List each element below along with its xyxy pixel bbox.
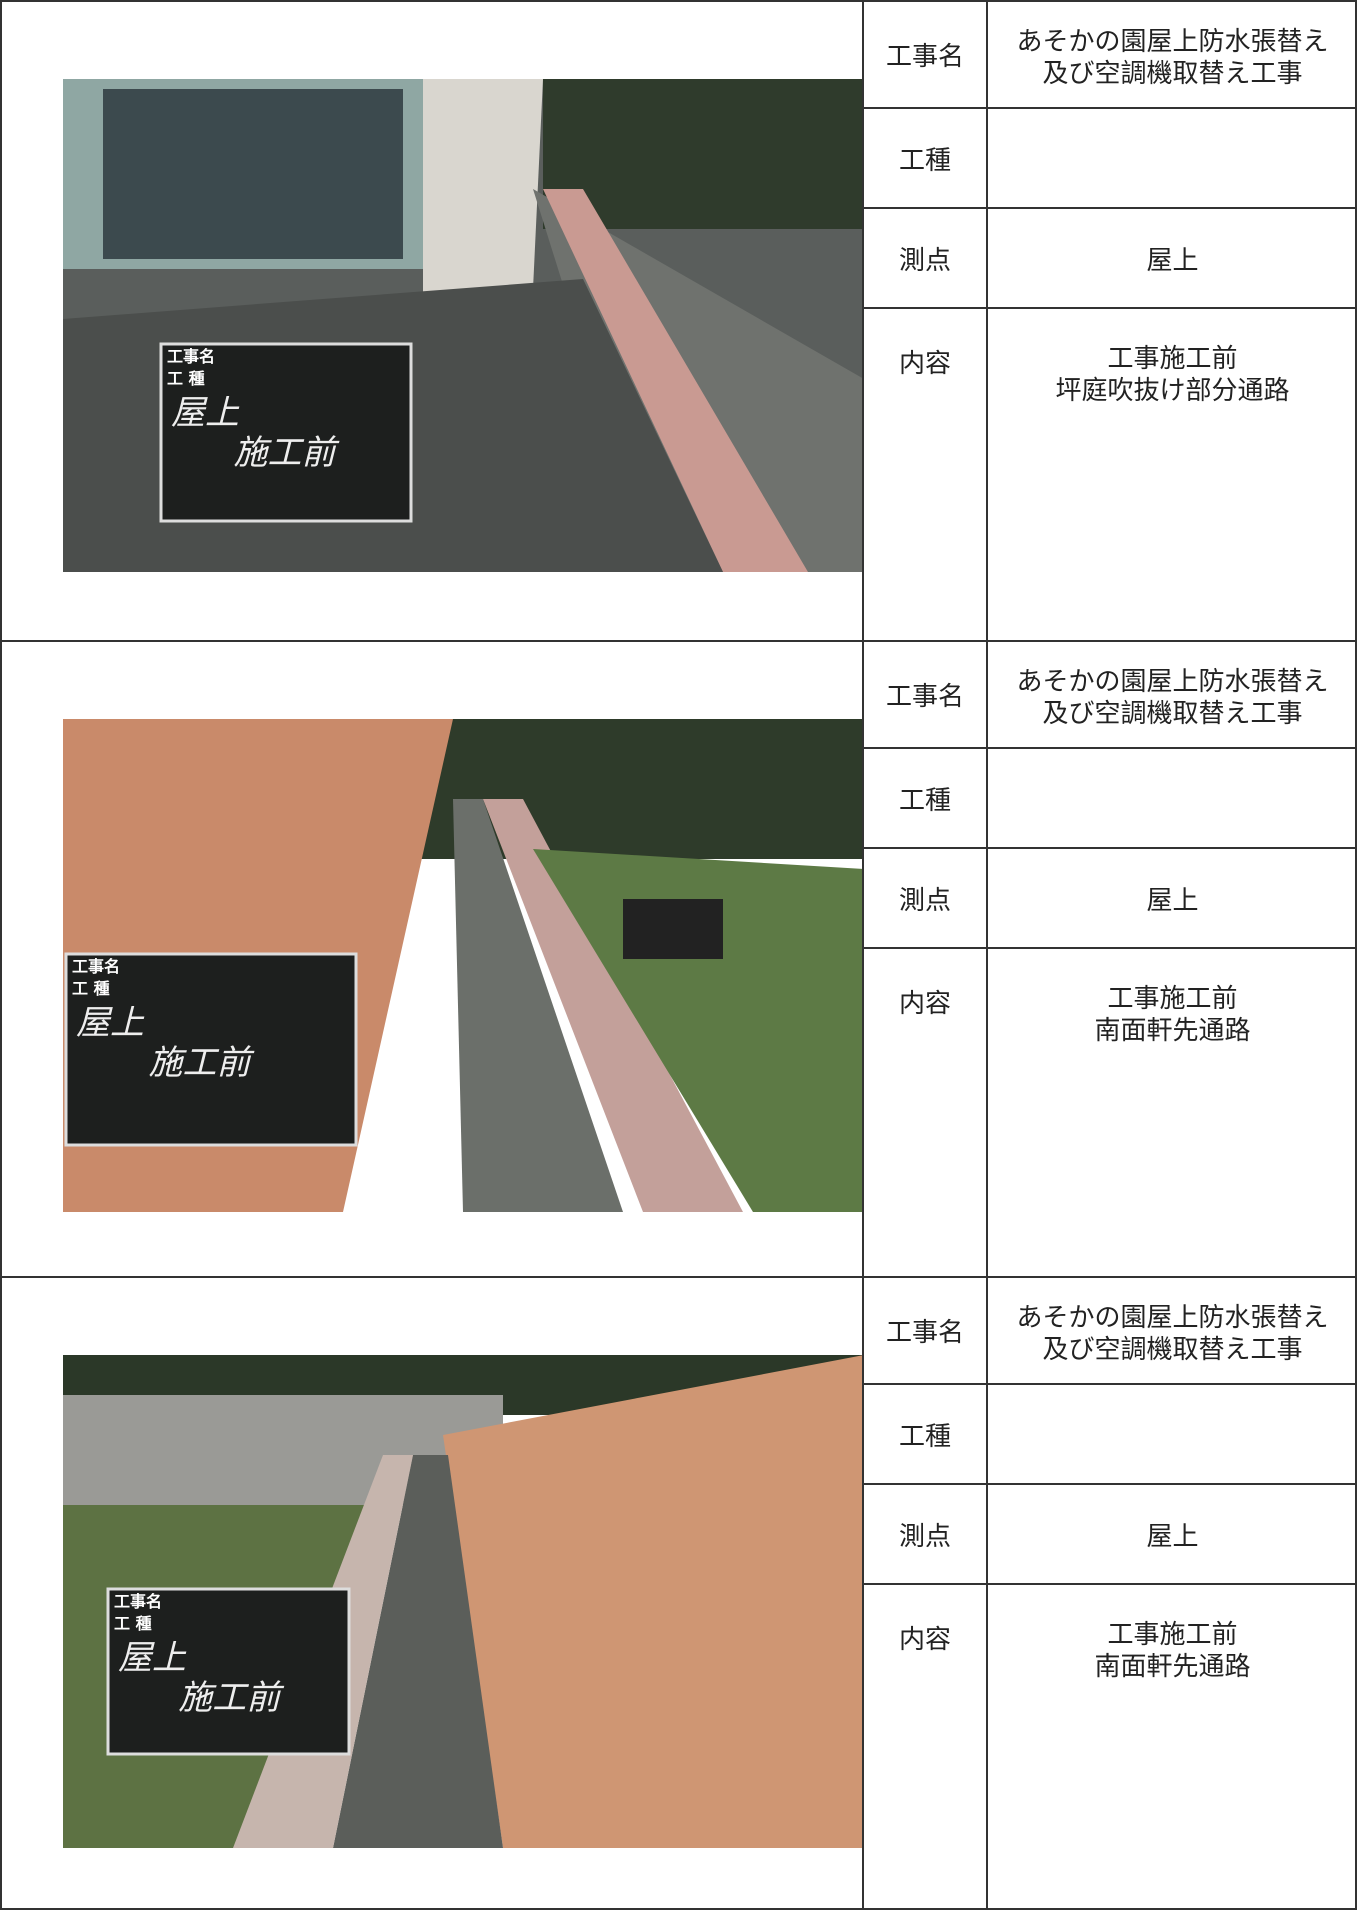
photo-shape: [333, 1455, 503, 1848]
photo-shape: [423, 79, 543, 309]
board-handwriting: 施工前: [149, 1043, 255, 1083]
value-line: 及び空調機取替え工事: [1042, 698, 1303, 729]
field-value: 屋上: [986, 849, 1357, 949]
field-label: 工事名: [862, 2, 986, 109]
blackboard: [159, 342, 413, 523]
field-label: 測点: [862, 1485, 986, 1585]
value-line: 屋上: [1146, 246, 1199, 276]
photo-shape: [483, 799, 743, 1212]
value-line: 南面軒先通路: [1094, 1016, 1251, 1046]
field-label: 工種: [862, 109, 986, 209]
value-line: 屋上: [1146, 886, 1199, 916]
photo-shape: [443, 1355, 864, 1848]
board-label: 工事名: [114, 1592, 162, 1611]
value-line: 工事施工前: [1107, 1620, 1238, 1650]
field-label: 工事名: [862, 1278, 986, 1385]
label-text: 工事名: [885, 682, 964, 712]
field-value: 屋上: [986, 209, 1357, 309]
photo-shape: [533, 849, 864, 1212]
board-handwriting: 施工前: [234, 433, 340, 473]
value-line: 坪庭吹抜け部分通路: [1055, 376, 1290, 406]
value-line: 屋上: [1146, 1522, 1199, 1552]
field-label: 工種: [862, 1385, 986, 1485]
field-value: [986, 109, 1357, 209]
photo-row: 工事名工 種屋上 施工前 工事名 あそかの園屋上防水張替え 及び空調機取替え工事 工種 測点…: [0, 640, 1357, 1278]
field-label: 測点: [862, 849, 986, 949]
field-value: 屋上: [986, 1485, 1357, 1585]
board-label: 工 種: [114, 1614, 152, 1633]
field-label: 工事名: [862, 642, 986, 749]
value-line: 南面軒先通路: [1094, 1652, 1251, 1682]
board-handwriting: 屋上: [118, 1638, 187, 1678]
field-label: 内容: [862, 309, 986, 640]
value-line: あそかの園屋上防水張替え: [1016, 666, 1329, 697]
label-text: 内容: [898, 1625, 951, 1655]
board-label: 工事名: [72, 957, 120, 976]
field-value: [986, 749, 1357, 849]
blackboard: [106, 1587, 351, 1756]
field-label: 内容: [862, 949, 986, 1276]
field-label: 工種: [862, 749, 986, 849]
field-label: 測点: [862, 209, 986, 309]
field-label: 内容: [862, 1585, 986, 1908]
value-line: 工事施工前: [1107, 344, 1238, 374]
board-handwriting: 施工前: [178, 1678, 284, 1718]
photo-shape: [103, 89, 403, 259]
value-line: 及び空調機取替え工事: [1042, 58, 1303, 89]
field-value: 工事施工前 南面軒先通路: [986, 1585, 1357, 1908]
board-handwriting: 屋上: [76, 1003, 145, 1043]
photo-shape: [623, 899, 723, 959]
label-text: 内容: [898, 349, 951, 379]
photo-row: 工事名工 種屋上 施工前 工事名 あそかの園屋上防水張替え 及び空調機取替え工事 工種 測点…: [0, 0, 1357, 642]
photo-row: 工事名工 種屋上 施工前 工事名 あそかの園屋上防水張替え 及び空調機取替え工事 工種 測点…: [0, 1276, 1357, 1910]
label-text: 工事名: [885, 42, 964, 72]
field-value: あそかの園屋上防水張替え 及び空調機取替え工事: [986, 642, 1357, 749]
field-value: あそかの園屋上防水張替え 及び空調機取替え工事: [986, 1278, 1357, 1385]
field-value: 工事施工前 南面軒先通路: [986, 949, 1357, 1276]
label-text: 測点: [898, 1521, 951, 1552]
label-text: 工種: [898, 145, 951, 176]
board-label: 工事名: [167, 347, 215, 366]
field-value: [986, 1385, 1357, 1485]
field-value: あそかの園屋上防水張替え 及び空調機取替え工事: [986, 2, 1357, 109]
label-text: 内容: [898, 989, 951, 1019]
label-text: 測点: [898, 885, 951, 916]
value-line: 及び空調機取替え工事: [1042, 1334, 1303, 1365]
label-text: 測点: [898, 245, 951, 276]
value-line: あそかの園屋上防水張替え: [1016, 1302, 1329, 1333]
board-handwriting: 屋上: [171, 393, 240, 433]
value-line: 工事施工前: [1107, 984, 1238, 1014]
board-label: 工 種: [72, 979, 110, 998]
value-line: あそかの園屋上防水張替え: [1016, 26, 1329, 57]
label-text: 工事名: [885, 1318, 964, 1348]
blackboard: [64, 952, 358, 1147]
label-text: 工種: [898, 785, 951, 816]
field-value: 工事施工前 坪庭吹抜け部分通路: [986, 309, 1357, 640]
label-text: 工種: [898, 1421, 951, 1452]
photo-shape: [543, 79, 864, 229]
photo-shape: [543, 189, 808, 572]
photo-shape: [453, 799, 623, 1212]
board-label: 工 種: [167, 369, 205, 388]
